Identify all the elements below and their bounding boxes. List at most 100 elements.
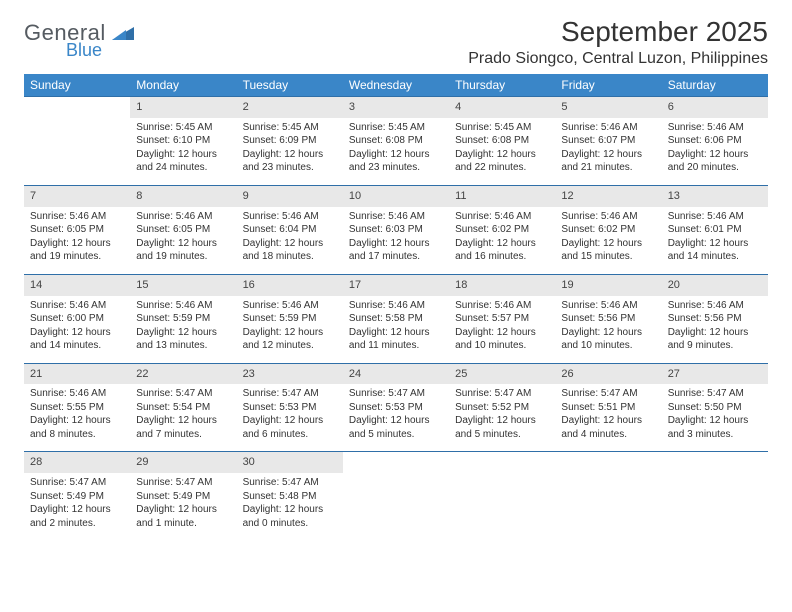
sunrise-text: Sunrise: 5:46 AM: [243, 299, 337, 313]
daylight-text: Daylight: 12 hours and 16 minutes.: [455, 237, 549, 264]
day-number: 14: [24, 275, 130, 296]
empty-cell: [662, 473, 768, 535]
sunrise-text: Sunrise: 5:46 AM: [136, 210, 230, 224]
day-number: 26: [555, 364, 661, 385]
empty-day: [555, 452, 661, 472]
sunrise-text: Sunrise: 5:46 AM: [455, 210, 549, 224]
daylight-text: Daylight: 12 hours and 9 minutes.: [668, 326, 762, 353]
day-number-row: 123456: [24, 97, 768, 118]
day-number-row: 21222324252627: [24, 363, 768, 384]
day-number: 19: [555, 275, 661, 296]
sunset-text: Sunset: 5:48 PM: [243, 490, 337, 504]
day-number: 20: [662, 275, 768, 296]
daylight-text: Daylight: 12 hours and 19 minutes.: [30, 237, 124, 264]
header: General Blue September 2025 Prado Siongc…: [24, 16, 768, 68]
day-number: 11: [449, 186, 555, 207]
sunrise-text: Sunrise: 5:46 AM: [349, 299, 443, 313]
day-cell: Sunrise: 5:46 AMSunset: 6:01 PMDaylight:…: [662, 207, 768, 274]
sunset-text: Sunset: 6:08 PM: [455, 134, 549, 148]
day-number: 3: [343, 97, 449, 118]
day-cell: Sunrise: 5:46 AMSunset: 5:55 PMDaylight:…: [24, 384, 130, 451]
empty-day: [662, 452, 768, 472]
weekday-header-row: Sunday Monday Tuesday Wednesday Thursday…: [24, 74, 768, 97]
sunrise-text: Sunrise: 5:45 AM: [243, 121, 337, 135]
sunrise-text: Sunrise: 5:45 AM: [349, 121, 443, 135]
day-cell: Sunrise: 5:46 AMSunset: 5:59 PMDaylight:…: [130, 296, 236, 363]
daylight-text: Daylight: 12 hours and 19 minutes.: [136, 237, 230, 264]
empty-cell: [449, 473, 555, 535]
day-body-row: Sunrise: 5:47 AMSunset: 5:49 PMDaylight:…: [24, 473, 768, 540]
sunset-text: Sunset: 6:09 PM: [243, 134, 337, 148]
logo: General Blue: [24, 20, 134, 61]
empty-cell: [24, 118, 130, 180]
daylight-text: Daylight: 12 hours and 10 minutes.: [455, 326, 549, 353]
sunset-text: Sunset: 6:07 PM: [561, 134, 655, 148]
daylight-text: Daylight: 12 hours and 21 minutes.: [561, 148, 655, 175]
day-cell: Sunrise: 5:46 AMSunset: 6:00 PMDaylight:…: [24, 296, 130, 363]
location: Prado Siongco, Central Luzon, Philippine…: [468, 50, 768, 68]
sunrise-text: Sunrise: 5:46 AM: [561, 210, 655, 224]
sunrise-text: Sunrise: 5:46 AM: [668, 210, 762, 224]
sunrise-text: Sunrise: 5:46 AM: [561, 299, 655, 313]
sunset-text: Sunset: 6:05 PM: [136, 223, 230, 237]
day-cell: Sunrise: 5:47 AMSunset: 5:49 PMDaylight:…: [130, 473, 236, 540]
daylight-text: Daylight: 12 hours and 14 minutes.: [30, 326, 124, 353]
day-number: 6: [662, 97, 768, 118]
day-cell: Sunrise: 5:47 AMSunset: 5:48 PMDaylight:…: [237, 473, 343, 540]
sunset-text: Sunset: 6:05 PM: [30, 223, 124, 237]
daylight-text: Daylight: 12 hours and 3 minutes.: [668, 414, 762, 441]
day-number: 5: [555, 97, 661, 118]
sunset-text: Sunset: 5:50 PM: [668, 401, 762, 415]
empty-day: [449, 452, 555, 472]
daylight-text: Daylight: 12 hours and 11 minutes.: [349, 326, 443, 353]
day-number-row: 78910111213: [24, 185, 768, 206]
sunrise-text: Sunrise: 5:46 AM: [136, 299, 230, 313]
day-cell: Sunrise: 5:45 AMSunset: 6:10 PMDaylight:…: [130, 118, 236, 185]
sunset-text: Sunset: 5:59 PM: [243, 312, 337, 326]
day-cell: Sunrise: 5:46 AMSunset: 5:59 PMDaylight:…: [237, 296, 343, 363]
day-cell: Sunrise: 5:45 AMSunset: 6:09 PMDaylight:…: [237, 118, 343, 185]
day-number: 9: [237, 186, 343, 207]
day-body-row: Sunrise: 5:46 AMSunset: 6:00 PMDaylight:…: [24, 296, 768, 364]
sunset-text: Sunset: 5:55 PM: [30, 401, 124, 415]
day-body-row: Sunrise: 5:46 AMSunset: 6:05 PMDaylight:…: [24, 207, 768, 275]
sunset-text: Sunset: 5:52 PM: [455, 401, 549, 415]
day-cell: Sunrise: 5:46 AMSunset: 6:05 PMDaylight:…: [130, 207, 236, 274]
weekday-header: Friday: [555, 74, 661, 97]
sunset-text: Sunset: 6:01 PM: [668, 223, 762, 237]
sunrise-text: Sunrise: 5:47 AM: [136, 387, 230, 401]
daylight-text: Daylight: 12 hours and 22 minutes.: [455, 148, 549, 175]
daylight-text: Daylight: 12 hours and 13 minutes.: [136, 326, 230, 353]
weekday-header: Tuesday: [237, 74, 343, 97]
sunset-text: Sunset: 6:00 PM: [30, 312, 124, 326]
sunrise-text: Sunrise: 5:45 AM: [136, 121, 230, 135]
day-number: 27: [662, 364, 768, 385]
daylight-text: Daylight: 12 hours and 0 minutes.: [243, 503, 337, 530]
sunrise-text: Sunrise: 5:47 AM: [455, 387, 549, 401]
daylight-text: Daylight: 12 hours and 2 minutes.: [30, 503, 124, 530]
sunset-text: Sunset: 5:57 PM: [455, 312, 549, 326]
calendar-table: Sunday Monday Tuesday Wednesday Thursday…: [24, 74, 768, 540]
daylight-text: Daylight: 12 hours and 23 minutes.: [243, 148, 337, 175]
sunrise-text: Sunrise: 5:46 AM: [30, 299, 124, 313]
day-number: 28: [24, 452, 130, 473]
day-cell: Sunrise: 5:46 AMSunset: 6:02 PMDaylight:…: [449, 207, 555, 274]
weekday-header: Wednesday: [343, 74, 449, 97]
empty-cell: [343, 473, 449, 535]
sunset-text: Sunset: 5:58 PM: [349, 312, 443, 326]
sunrise-text: Sunrise: 5:46 AM: [30, 387, 124, 401]
day-number: 29: [130, 452, 236, 473]
sunset-text: Sunset: 6:08 PM: [349, 134, 443, 148]
daylight-text: Daylight: 12 hours and 14 minutes.: [668, 237, 762, 264]
daylight-text: Daylight: 12 hours and 7 minutes.: [136, 414, 230, 441]
sunset-text: Sunset: 5:49 PM: [30, 490, 124, 504]
sunset-text: Sunset: 6:02 PM: [561, 223, 655, 237]
day-cell: Sunrise: 5:47 AMSunset: 5:53 PMDaylight:…: [237, 384, 343, 451]
weekday-header: Thursday: [449, 74, 555, 97]
day-number-row: 282930: [24, 452, 768, 473]
day-number-row: 14151617181920: [24, 274, 768, 295]
empty-day: [343, 452, 449, 472]
daylight-text: Daylight: 12 hours and 15 minutes.: [561, 237, 655, 264]
sunset-text: Sunset: 5:56 PM: [561, 312, 655, 326]
sunset-text: Sunset: 5:54 PM: [136, 401, 230, 415]
